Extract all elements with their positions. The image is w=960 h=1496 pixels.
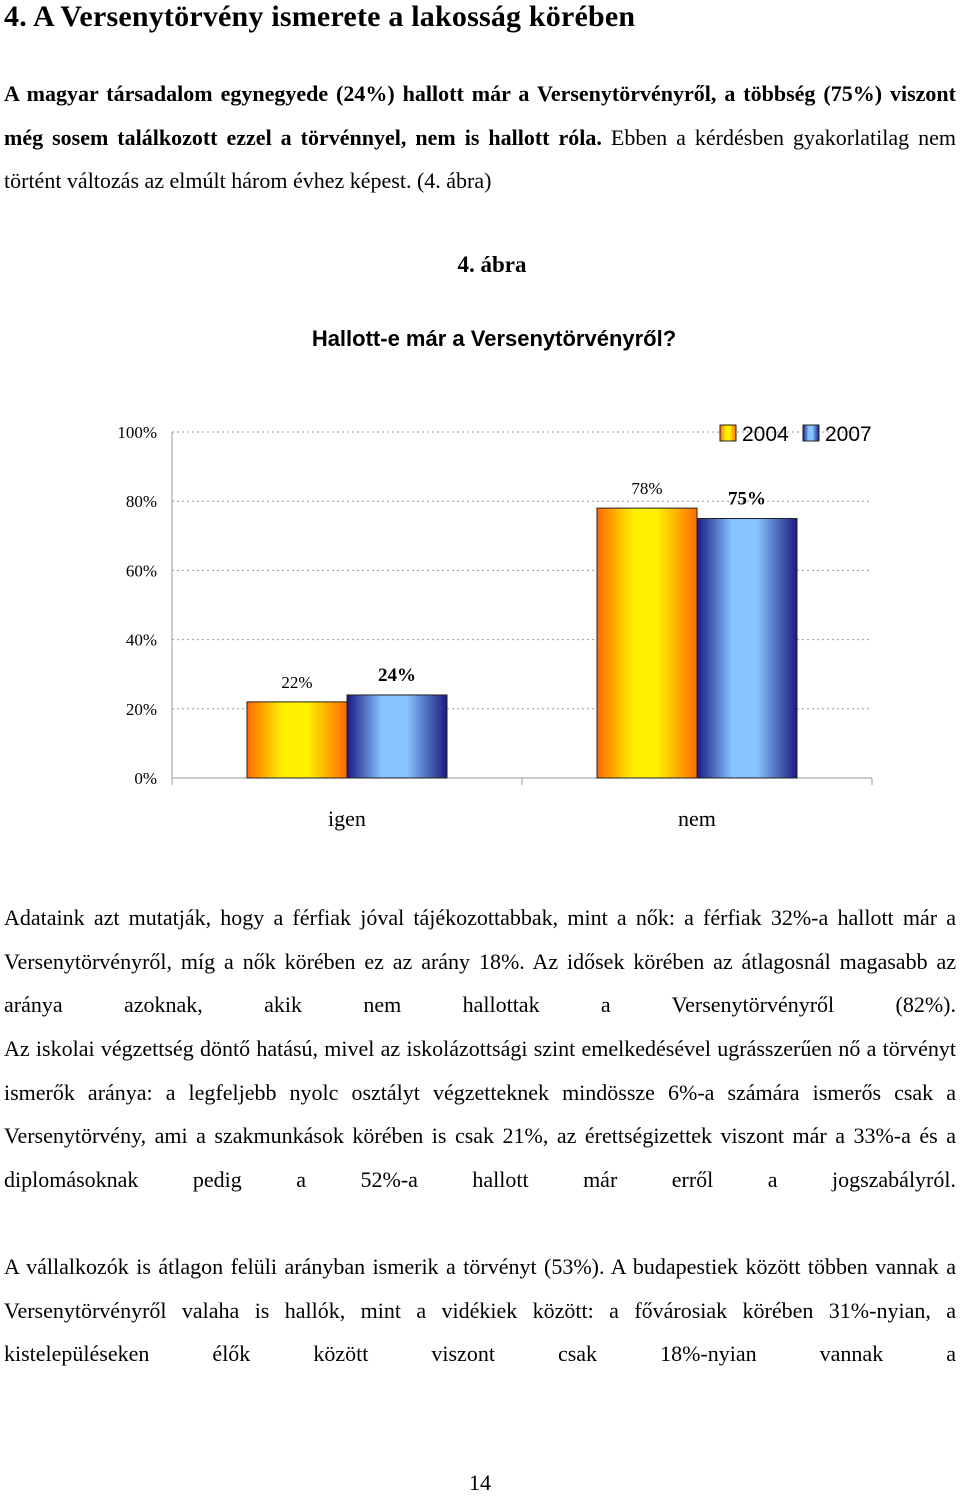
bar-2004-nem xyxy=(596,507,698,779)
intro-normal-text: Ebben a kérdésben gyakorlatilag nem tört… xyxy=(4,124,956,194)
data-label: 22% xyxy=(281,673,312,692)
page-number: 14 xyxy=(469,1470,491,1495)
legend-label-2004: 2004 xyxy=(742,423,789,446)
figure-number: 4. ábra xyxy=(457,252,527,277)
y-tick-label: 40% xyxy=(126,631,157,650)
bar-chart: 0% 20% 40% 60% 80% 100% 22% 24% igen 78% 75% nem 20… xyxy=(117,423,873,831)
y-tick-label: 80% xyxy=(126,492,157,511)
legend-swatch-2007 xyxy=(802,424,820,442)
category-label: nem xyxy=(678,806,716,831)
y-tick-label: 60% xyxy=(126,561,157,580)
intro-paragraph: A magyar társadalom egynegyede (24%) hal… xyxy=(4,72,956,203)
intro-bold-text: A magyar társadalom egynegyede (24%) hal… xyxy=(4,81,956,150)
legend-swatch-2004 xyxy=(719,424,737,442)
paragraph-gender-age: Adataink azt mutatják, hogy a férfiak jó… xyxy=(4,905,956,1018)
bar-2007-nem xyxy=(696,518,798,779)
category-label: igen xyxy=(328,806,366,831)
section-heading: 4. A Versenytörvény ismerete a lakosság … xyxy=(4,0,636,33)
legend-label-2007: 2007 xyxy=(825,423,872,446)
paragraph-entrepreneurs: A vállalkozók is átlagon felüli arányban… xyxy=(4,1254,956,1367)
y-tick-label: 20% xyxy=(126,700,157,719)
y-tick-label: 100% xyxy=(117,423,157,442)
data-label: 78% xyxy=(631,479,662,498)
paragraph-education: Az iskolai végzettség döntő hatású, mive… xyxy=(4,1036,956,1192)
bar-2007-igen xyxy=(346,694,448,779)
data-label: 24% xyxy=(378,665,416,686)
y-tick-label: 0% xyxy=(134,769,157,788)
chart-title: Hallott-e már a Versenytörvényről? xyxy=(311,326,677,351)
bar-2004-igen xyxy=(246,701,348,779)
data-label: 75% xyxy=(728,489,766,510)
